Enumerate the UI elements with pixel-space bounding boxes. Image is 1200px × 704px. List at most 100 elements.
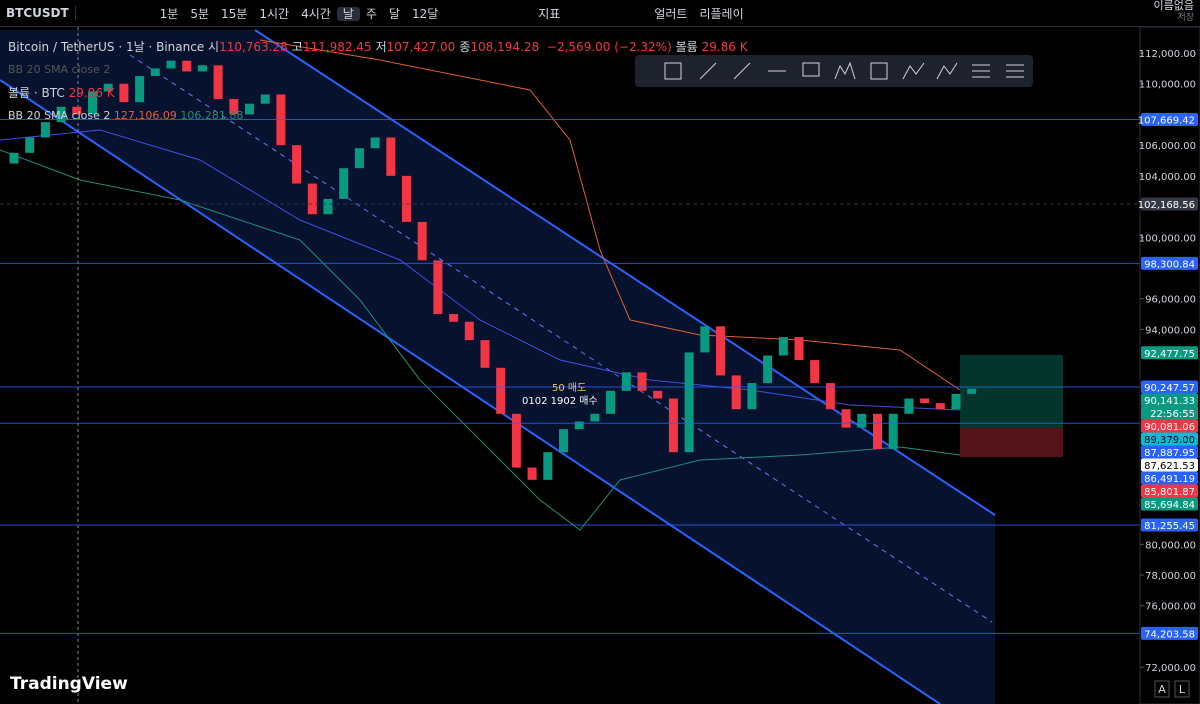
price-badge-label: 74,203.58 [1144,629,1195,640]
candle [684,352,694,453]
ohlc-label: 시 [208,40,220,54]
candle [166,60,176,69]
candle [527,467,537,480]
price-badge [1141,471,1198,485]
candle [716,326,725,376]
interval[interactable]: 12달 [411,6,439,21]
candle [794,337,804,361]
interval[interactable]: 15분 [221,6,248,21]
candle [496,367,506,414]
price-badge [1141,393,1198,407]
logo: TradingView [10,674,128,694]
volume-indicator: 볼륨 · BTC 29.86 K [8,84,748,101]
candle [606,390,616,414]
price-axis [1139,26,1200,704]
price-badge-label: 87,621.53 [1144,461,1195,472]
price-badge-label: 90,141.33 [1144,396,1195,407]
interval[interactable]: 날 [336,6,360,21]
candle [700,326,710,353]
interval[interactable]: 달 [388,6,400,21]
candle [40,122,50,138]
candle [197,65,207,72]
candle [260,94,270,104]
price-badge-label: 98,300.84 [1144,259,1195,270]
bb-lower [0,149,961,531]
alert[interactable]: 얼러트 [654,6,688,21]
candle [621,372,631,391]
price-badge-label: 87,887.95 [1144,448,1195,459]
price-badge [1141,626,1198,640]
y-tick-label: 72,000.00 [1145,663,1196,674]
channel-fill [0,30,995,704]
bb-upper [259,39,961,391]
interval[interactable]: 1분 [159,6,179,21]
price-badge [1141,380,1198,394]
candle [88,91,97,115]
price-badge-label: 90,081.06 [1144,422,1195,433]
axis-button-label: A [1158,683,1166,696]
candle [150,68,160,77]
axis-button-label: L [1179,683,1186,696]
price-badge-label: 102,168.56 [1138,200,1195,211]
candle [386,137,396,176]
candle [841,409,851,428]
price-badge-label: 90,247.57 [1144,383,1195,394]
ohlc: 시110,763.28 고111,982.45 저107,427.00 종108,19… [208,40,543,54]
axis-button[interactable] [1174,680,1190,698]
replay[interactable]: 리플레이 [699,6,744,21]
y-tick-label: 106,000.00 [1139,141,1196,152]
candle [668,398,678,453]
price-badge-label: 85,801.87 [1144,487,1195,498]
layout-name: 이름없음 [1153,0,1194,12]
candle [370,137,380,149]
y-tick-label: 76,000.00 [1145,602,1196,613]
axis-button[interactable] [1154,680,1170,698]
drawing-tools[interactable] [664,61,1024,80]
bb-basis [0,129,961,411]
y-tick-label: 110,000.00 [1139,80,1196,91]
price-badge [1141,458,1198,472]
legend-title: Bitcoin / TetherUS · 1날 · Binance [8,40,205,54]
top-toolbar: BTCUSDT 1분 5분 15분 1시간 4시간 날 주 달 12달 지표 얼러트 리플레이 … [0,0,1200,27]
bb-value: 127,106.09 [113,109,177,122]
candle [433,260,443,315]
candle [339,168,349,199]
symbol[interactable]: BTCUSDT [0,6,76,20]
bb-label: BB 20 SMA close 2 [8,109,111,122]
candle [119,83,129,103]
interval[interactable]: 4시간 [301,6,331,21]
faded-indicator: BB 20 SMA close 2 [8,63,111,76]
candle [229,99,239,115]
candle [402,175,411,222]
ohlc-value: 107,427.00 [386,40,456,54]
interval[interactable]: 1시간 [259,6,290,21]
price-badge [1141,256,1198,270]
countdown-badge [1141,406,1198,420]
price-badge [1141,518,1198,532]
layout[interactable]: 이름없음 저장 [1154,0,1194,24]
candle [873,413,882,450]
annotation: 50 매도 [552,382,586,394]
candle [951,393,961,410]
channel-upper [254,29,996,516]
candle [417,221,427,261]
candle [967,388,977,394]
change: −2,569.00 (−2.32%) [546,40,672,54]
price-badge [1141,197,1198,211]
price-badge-label: 107,669.42 [1138,116,1195,127]
candle [590,413,600,422]
candle [574,421,584,430]
candle [9,152,19,164]
candle [307,183,317,215]
candle [810,360,820,384]
interval[interactable]: 5분 [190,6,210,21]
price-badge [1141,445,1198,459]
candle [888,413,898,450]
candle [464,321,474,341]
interval[interactable]: 주 [365,6,377,21]
y-tick-label: 104,000.00 [1139,172,1196,183]
volume-label: 볼륨 [675,40,698,54]
indicators[interactable]: 지표 [538,6,561,21]
candle [935,403,945,410]
